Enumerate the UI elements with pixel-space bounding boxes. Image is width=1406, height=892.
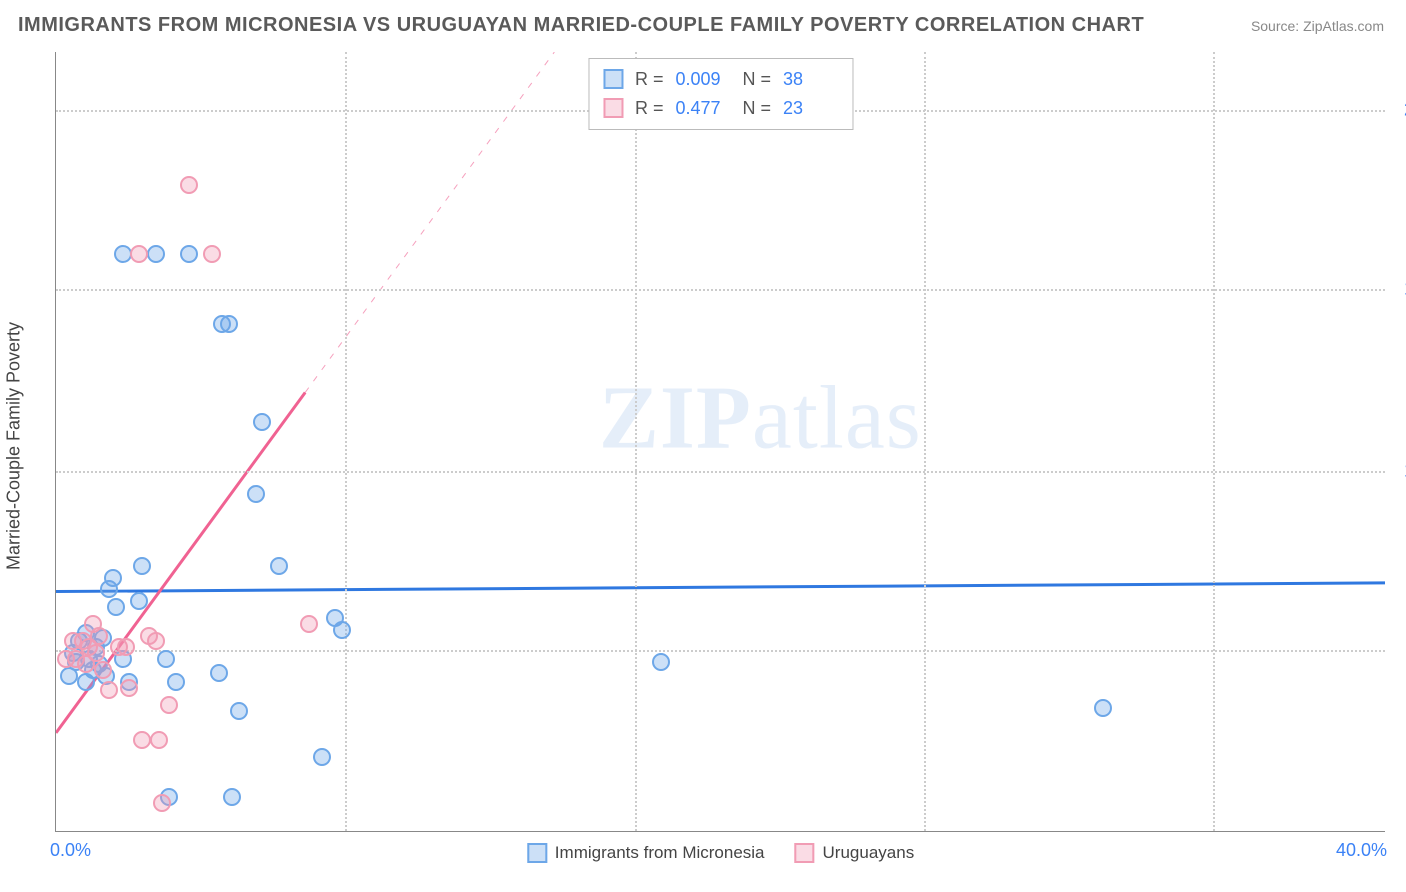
horizontal-gridline bbox=[56, 650, 1385, 652]
legend-r-label: R = bbox=[635, 65, 664, 94]
data-point bbox=[133, 731, 151, 749]
data-point bbox=[157, 650, 175, 668]
data-point bbox=[652, 653, 670, 671]
data-point bbox=[203, 245, 221, 263]
data-point bbox=[90, 627, 108, 645]
data-point bbox=[300, 615, 318, 633]
legend-r-label: R = bbox=[635, 94, 664, 123]
data-point bbox=[130, 592, 148, 610]
watermark-thin: atlas bbox=[752, 369, 922, 468]
data-point bbox=[94, 661, 112, 679]
scatter-plot-area: ZIPatlas 6.3%12.5%18.8%25.0%0.0%40.0%R =… bbox=[55, 52, 1385, 832]
legend-n-label: N = bbox=[743, 65, 772, 94]
y-tick-label: 18.8% bbox=[1395, 278, 1406, 299]
series-legend-label: Immigrants from Micronesia bbox=[555, 843, 765, 863]
data-point bbox=[107, 598, 125, 616]
data-point bbox=[160, 696, 178, 714]
data-point bbox=[313, 748, 331, 766]
legend-n-value: 23 bbox=[783, 94, 838, 123]
correlation-legend-row: R = 0.477 N = 23 bbox=[603, 94, 838, 123]
data-point bbox=[130, 245, 148, 263]
data-point bbox=[147, 245, 165, 263]
horizontal-gridline bbox=[56, 471, 1385, 473]
vertical-gridline bbox=[1213, 52, 1215, 831]
horizontal-gridline bbox=[56, 289, 1385, 291]
series-legend-item: Uruguayans bbox=[795, 843, 915, 863]
legend-swatch bbox=[795, 843, 815, 863]
data-point bbox=[220, 315, 238, 333]
vertical-gridline bbox=[635, 52, 637, 831]
data-point bbox=[104, 569, 122, 587]
vertical-gridline bbox=[345, 52, 347, 831]
y-axis-label: Married-Couple Family Poverty bbox=[4, 322, 25, 570]
data-point bbox=[247, 485, 265, 503]
data-point bbox=[253, 413, 271, 431]
data-point bbox=[147, 632, 165, 650]
watermark-bold: ZIP bbox=[599, 369, 752, 468]
y-tick-label: 6.3% bbox=[1395, 640, 1406, 661]
data-point bbox=[150, 731, 168, 749]
data-point bbox=[210, 664, 228, 682]
source-attribution: Source: ZipAtlas.com bbox=[1251, 18, 1384, 34]
y-tick-label: 25.0% bbox=[1395, 99, 1406, 120]
data-point bbox=[114, 245, 132, 263]
legend-n-label: N = bbox=[743, 94, 772, 123]
legend-swatch bbox=[527, 843, 547, 863]
legend-swatch bbox=[603, 98, 623, 118]
data-point bbox=[100, 681, 118, 699]
data-point bbox=[230, 702, 248, 720]
data-point bbox=[333, 621, 351, 639]
series-legend-label: Uruguayans bbox=[823, 843, 915, 863]
data-point bbox=[270, 557, 288, 575]
legend-r-value: 0.009 bbox=[676, 65, 731, 94]
x-tick-label: 0.0% bbox=[50, 840, 91, 861]
data-point bbox=[180, 245, 198, 263]
data-point bbox=[223, 788, 241, 806]
series-legend-item: Immigrants from Micronesia bbox=[527, 843, 765, 863]
x-tick-label: 40.0% bbox=[1336, 840, 1387, 861]
y-tick-label: 12.5% bbox=[1395, 460, 1406, 481]
legend-swatch bbox=[603, 69, 623, 89]
series-legend: Immigrants from Micronesia Uruguayans bbox=[527, 843, 914, 863]
data-point bbox=[117, 638, 135, 656]
data-point bbox=[153, 794, 171, 812]
data-point bbox=[133, 557, 151, 575]
data-point bbox=[167, 673, 185, 691]
vertical-gridline bbox=[924, 52, 926, 831]
correlation-legend: R = 0.009 N = 38 R = 0.477 N = 23 bbox=[588, 58, 853, 130]
data-point bbox=[180, 176, 198, 194]
correlation-legend-row: R = 0.009 N = 38 bbox=[603, 65, 838, 94]
legend-n-value: 38 bbox=[783, 65, 838, 94]
legend-r-value: 0.477 bbox=[676, 94, 731, 123]
chart-title: IMMIGRANTS FROM MICRONESIA VS URUGUAYAN … bbox=[18, 14, 1144, 37]
watermark: ZIPatlas bbox=[599, 367, 922, 470]
trend-lines-layer bbox=[56, 52, 1385, 831]
data-point bbox=[1094, 699, 1112, 717]
data-point bbox=[87, 644, 105, 662]
data-point bbox=[120, 679, 138, 697]
